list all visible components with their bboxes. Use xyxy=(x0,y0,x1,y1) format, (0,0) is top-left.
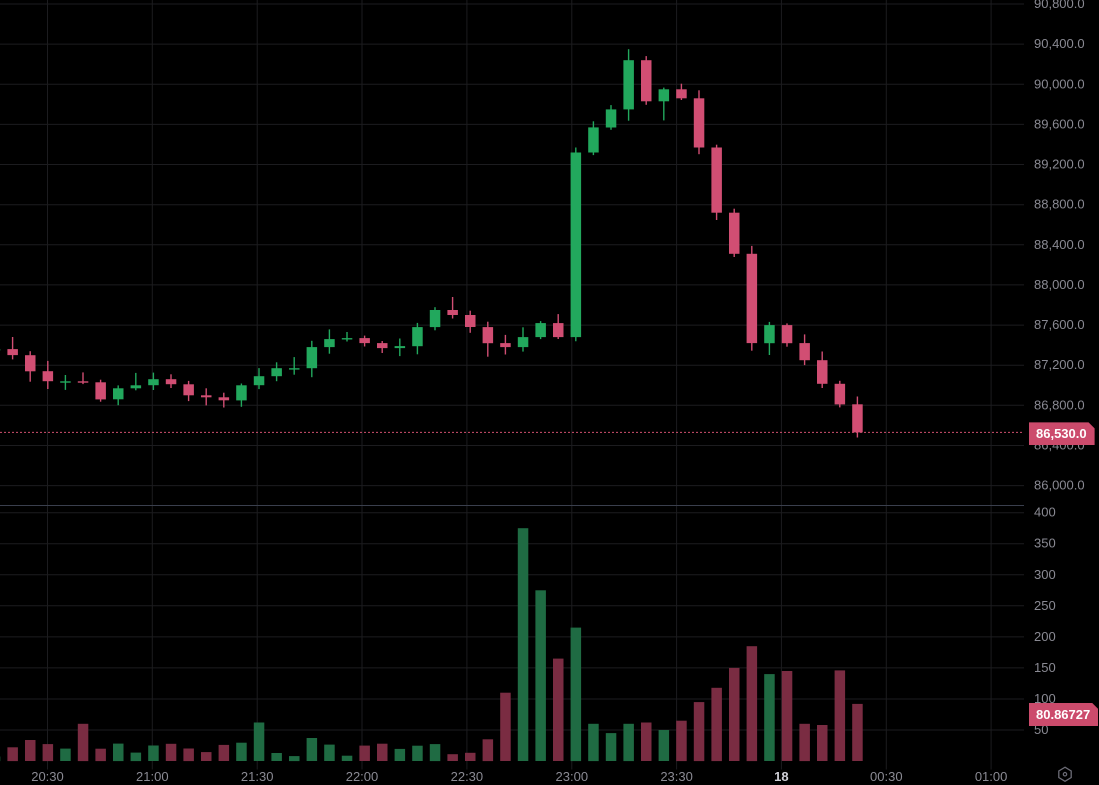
svg-text:88,800.0: 88,800.0 xyxy=(1034,197,1085,212)
svg-text:200: 200 xyxy=(1034,629,1056,644)
svg-text:86,800.0: 86,800.0 xyxy=(1034,397,1085,412)
svg-text:300: 300 xyxy=(1034,567,1056,582)
svg-text:86,000.0: 86,000.0 xyxy=(1034,478,1085,493)
svg-text:89,600.0: 89,600.0 xyxy=(1034,116,1085,131)
svg-text:87,600.0: 87,600.0 xyxy=(1034,317,1085,332)
svg-text:400: 400 xyxy=(1034,505,1056,520)
svg-text:88,400.0: 88,400.0 xyxy=(1034,237,1085,252)
svg-text:250: 250 xyxy=(1034,598,1056,613)
svg-text:89,200.0: 89,200.0 xyxy=(1034,157,1085,172)
svg-text:90,400.0: 90,400.0 xyxy=(1034,36,1085,51)
svg-text:87,200.0: 87,200.0 xyxy=(1034,357,1085,372)
svg-text:90,000.0: 90,000.0 xyxy=(1034,76,1085,91)
svg-text:90,800.0: 90,800.0 xyxy=(1034,0,1085,11)
svg-text:150: 150 xyxy=(1034,660,1056,675)
svg-text:350: 350 xyxy=(1034,536,1056,551)
svg-text:88,000.0: 88,000.0 xyxy=(1034,277,1085,292)
